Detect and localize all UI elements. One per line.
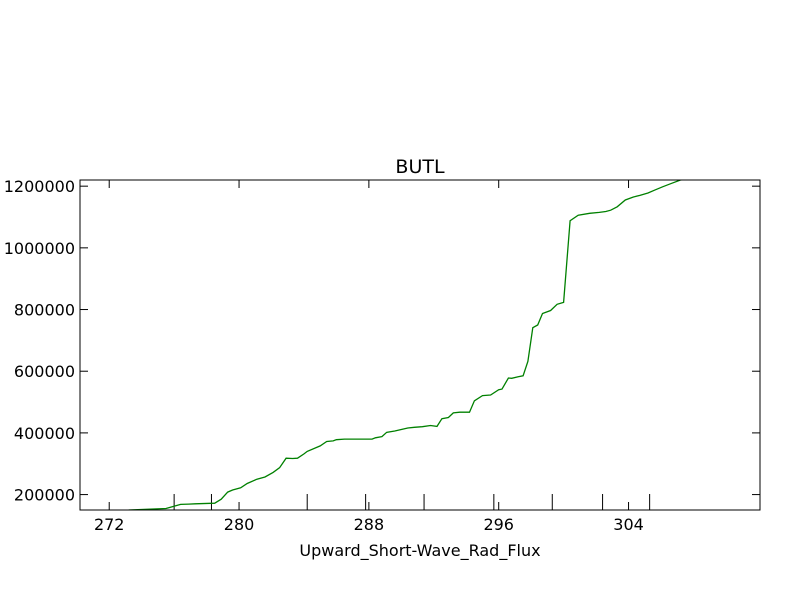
tick-labels: 272 280 288 296 304 200000 400000 600000 800000 1… [4, 177, 644, 534]
series-line [128, 180, 688, 510]
y-tick-label: 400000 [14, 424, 75, 443]
y-tick-label: 1200000 [4, 177, 75, 196]
y-tick-label: 200000 [14, 486, 75, 505]
x-tick-label: 280 [224, 515, 255, 534]
axis-ticks [80, 180, 760, 510]
x-tick-label: 288 [354, 515, 385, 534]
x-tick-label: 304 [613, 515, 644, 534]
y-tick-label: 600000 [14, 362, 75, 381]
x-tick-label: 272 [94, 515, 125, 534]
chart-title: BUTL [395, 156, 445, 178]
y-tick-label: 800000 [14, 301, 75, 320]
x-tick-label: 296 [483, 515, 514, 534]
plot-frame [79, 179, 761, 511]
x-axis-label: Upward_Short-Wave_Rad_Flux [299, 541, 540, 561]
y-tick-label: 1000000 [4, 239, 75, 258]
